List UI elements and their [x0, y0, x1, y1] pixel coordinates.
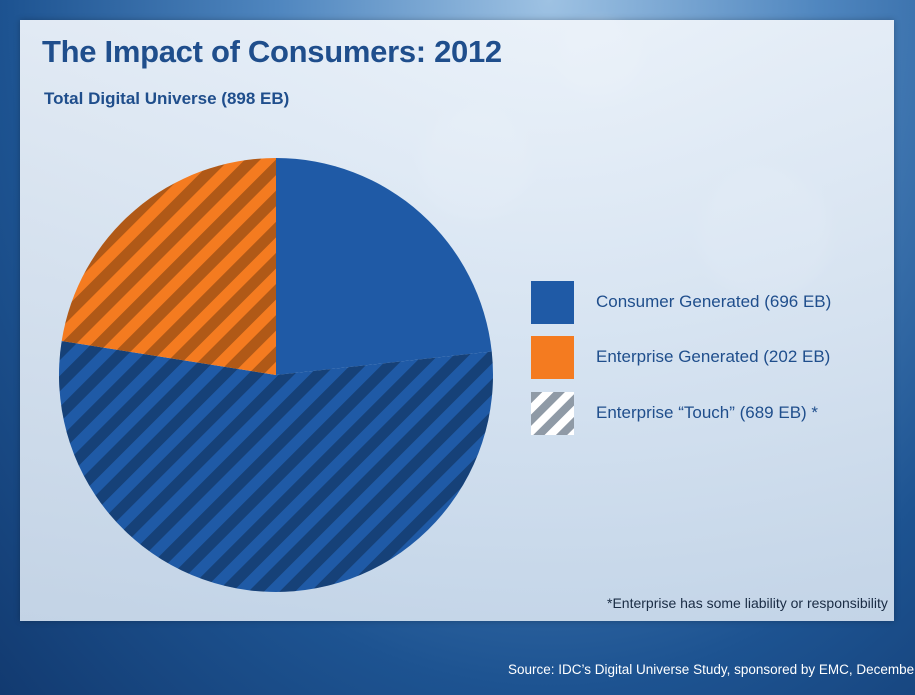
legend-swatch-touch-hatch: [531, 392, 574, 435]
pie-slice-consumer-hatched-hatch: [59, 340, 494, 592]
chart-title: The Impact of Consumers: 2012: [42, 34, 502, 69]
legend-label-consumer: Consumer Generated (696 EB): [596, 292, 832, 311]
pie-slice-consumer-solid: [276, 158, 492, 375]
legend-label-touch: Enterprise “Touch” (689 EB) *: [596, 403, 819, 422]
legend-swatch-enterprise: [531, 336, 574, 379]
chart-subtitle: Total Digital Universe (898 EB): [44, 89, 290, 108]
legend-swatch-consumer: [531, 281, 574, 324]
legend-label-enterprise: Enterprise Generated (202 EB): [596, 347, 831, 366]
footnote: *Enterprise has some liability or respon…: [607, 595, 888, 611]
source-credit: Source: IDC’s Digital Universe Study, sp…: [508, 662, 915, 677]
pie-slice-enterprise-hatched-hatch: [61, 158, 276, 375]
